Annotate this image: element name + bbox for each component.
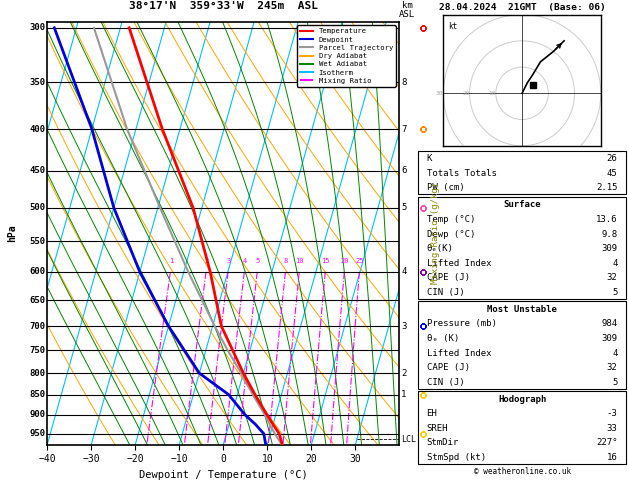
Text: 4: 4 — [243, 258, 247, 264]
Text: 10: 10 — [296, 258, 304, 264]
Text: 2.15: 2.15 — [596, 183, 618, 192]
Text: Most Unstable: Most Unstable — [487, 305, 557, 314]
Text: 25: 25 — [355, 258, 364, 264]
Text: 32: 32 — [607, 363, 618, 372]
Text: Hodograph: Hodograph — [498, 395, 546, 404]
Text: 38°17'N  359°33'W  245m  ASL: 38°17'N 359°33'W 245m ASL — [129, 1, 318, 11]
Text: 900: 900 — [29, 410, 45, 419]
Text: Temp (°C): Temp (°C) — [426, 215, 475, 224]
Legend: Temperature, Dewpoint, Parcel Trajectory, Dry Adiabat, Wet Adiabat, Isotherm, Mi: Temperature, Dewpoint, Parcel Trajectory… — [297, 25, 396, 87]
X-axis label: Dewpoint / Temperature (°C): Dewpoint / Temperature (°C) — [139, 470, 308, 480]
Text: 9.8: 9.8 — [601, 229, 618, 239]
Text: 8: 8 — [401, 78, 407, 87]
Text: 700: 700 — [29, 322, 45, 330]
Text: Totals Totals: Totals Totals — [426, 169, 496, 178]
Text: Surface: Surface — [503, 200, 541, 209]
Text: 6: 6 — [401, 166, 407, 175]
Text: 32: 32 — [607, 273, 618, 282]
Text: 5: 5 — [612, 378, 618, 387]
Text: km
ASL: km ASL — [399, 1, 415, 19]
Text: Pressure (mb): Pressure (mb) — [426, 319, 496, 329]
Text: 2: 2 — [401, 369, 407, 378]
Text: 800: 800 — [29, 369, 45, 378]
Text: 4: 4 — [401, 267, 407, 277]
Text: 8: 8 — [284, 258, 288, 264]
Text: θₑ (K): θₑ (K) — [426, 334, 459, 343]
Text: 850: 850 — [29, 390, 45, 399]
Text: Mixing Ratio (g/kg): Mixing Ratio (g/kg) — [431, 182, 440, 284]
Text: 300: 300 — [29, 23, 45, 32]
Text: 4: 4 — [612, 348, 618, 358]
Text: 5: 5 — [256, 258, 260, 264]
Text: 13.6: 13.6 — [596, 215, 618, 224]
Text: 4: 4 — [612, 259, 618, 268]
Text: CAPE (J): CAPE (J) — [426, 363, 470, 372]
Text: CIN (J): CIN (J) — [426, 378, 464, 387]
Text: 20: 20 — [462, 91, 470, 96]
Text: 7: 7 — [401, 124, 407, 134]
Text: 400: 400 — [29, 124, 45, 134]
Text: 3: 3 — [401, 322, 407, 330]
Text: 984: 984 — [601, 319, 618, 329]
Text: SREH: SREH — [426, 424, 448, 433]
Text: 750: 750 — [29, 346, 45, 355]
Text: 5: 5 — [401, 203, 407, 212]
Text: © weatheronline.co.uk: © weatheronline.co.uk — [474, 467, 571, 476]
Text: 600: 600 — [29, 267, 45, 277]
Text: Dewp (°C): Dewp (°C) — [426, 229, 475, 239]
Text: 45: 45 — [607, 169, 618, 178]
Text: -3: -3 — [607, 409, 618, 418]
Text: 28.04.2024  21GMT  (Base: 06): 28.04.2024 21GMT (Base: 06) — [438, 3, 606, 13]
Text: StmDir: StmDir — [426, 438, 459, 448]
Text: 10: 10 — [488, 91, 496, 96]
Text: 1: 1 — [169, 258, 174, 264]
Text: 650: 650 — [29, 295, 45, 305]
Text: CIN (J): CIN (J) — [426, 288, 464, 297]
Text: 309: 309 — [601, 334, 618, 343]
Text: 16: 16 — [607, 453, 618, 462]
Text: 20: 20 — [340, 258, 349, 264]
Text: 950: 950 — [29, 429, 45, 438]
Text: 450: 450 — [29, 166, 45, 175]
Text: 350: 350 — [29, 78, 45, 87]
Text: kt: kt — [448, 22, 458, 32]
Text: 33: 33 — [607, 424, 618, 433]
Text: 227°: 227° — [596, 438, 618, 448]
Text: 15: 15 — [321, 258, 330, 264]
Text: LCL: LCL — [401, 435, 416, 444]
Text: StmSpd (kt): StmSpd (kt) — [426, 453, 486, 462]
Text: CAPE (J): CAPE (J) — [426, 273, 470, 282]
Text: hPa: hPa — [8, 225, 18, 242]
Text: PW (cm): PW (cm) — [426, 183, 464, 192]
Text: θₑ(K): θₑ(K) — [426, 244, 454, 253]
Text: 2: 2 — [204, 258, 209, 264]
Text: 550: 550 — [29, 237, 45, 246]
Text: Lifted Index: Lifted Index — [426, 259, 491, 268]
Text: 309: 309 — [601, 244, 618, 253]
Text: 500: 500 — [29, 203, 45, 212]
Text: 5: 5 — [612, 288, 618, 297]
Text: 3: 3 — [226, 258, 231, 264]
Text: 1: 1 — [401, 390, 407, 399]
Text: K: K — [426, 154, 432, 163]
Text: 26: 26 — [607, 154, 618, 163]
Text: EH: EH — [426, 409, 437, 418]
Text: 30: 30 — [436, 91, 443, 96]
Text: Lifted Index: Lifted Index — [426, 348, 491, 358]
